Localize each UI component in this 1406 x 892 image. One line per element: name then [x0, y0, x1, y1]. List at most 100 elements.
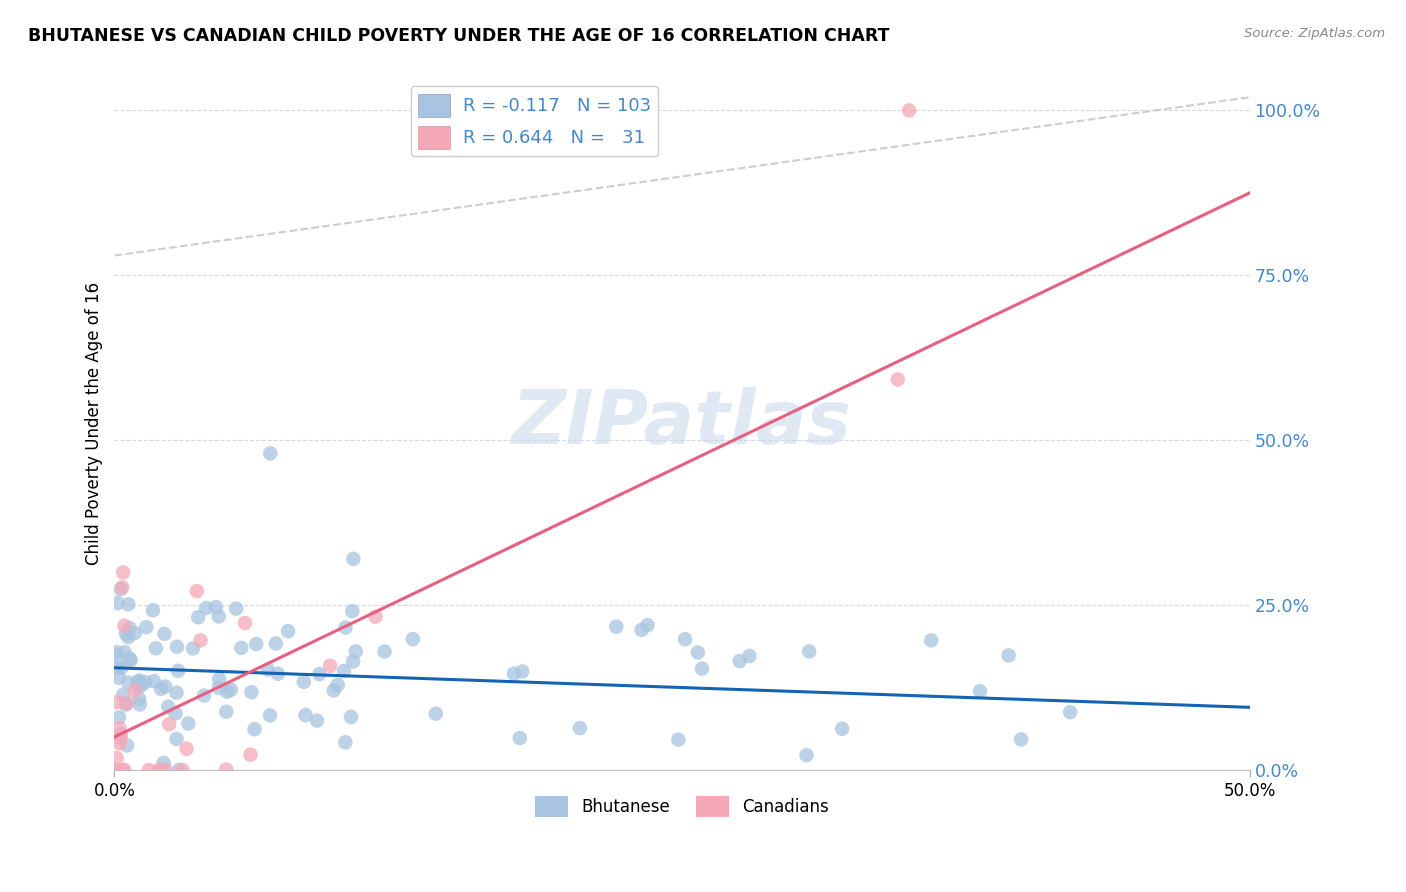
Point — [145, 641, 167, 656]
Point — [231, 640, 253, 655]
Point — [219, 682, 242, 697]
Point — [225, 601, 247, 615]
Point — [108, 721, 131, 735]
Point — [673, 632, 696, 647]
Point — [152, 756, 174, 770]
Point — [118, 651, 141, 665]
Point — [128, 698, 150, 712]
Point — [186, 584, 208, 599]
Point — [344, 644, 367, 658]
Point — [112, 688, 135, 702]
Point — [105, 763, 128, 777]
Point — [373, 644, 395, 658]
Point — [149, 681, 172, 696]
Point — [256, 663, 278, 677]
Point — [157, 717, 180, 731]
Point — [920, 633, 942, 648]
Point — [138, 763, 160, 777]
Point — [112, 763, 135, 777]
Point — [111, 763, 134, 777]
Point — [797, 644, 820, 658]
Point — [142, 603, 165, 617]
Point — [969, 684, 991, 698]
Point — [510, 665, 533, 679]
Y-axis label: Child Poverty Under the Age of 16: Child Poverty Under the Age of 16 — [86, 282, 103, 566]
Point — [142, 674, 165, 689]
Point — [110, 731, 132, 745]
Point — [128, 673, 150, 688]
Point — [124, 683, 146, 698]
Point — [149, 763, 172, 777]
Point — [666, 732, 689, 747]
Point — [166, 731, 188, 746]
Point — [172, 763, 194, 777]
Point — [630, 623, 652, 637]
Point — [135, 620, 157, 634]
Point — [177, 716, 200, 731]
Point — [167, 763, 190, 777]
Point — [108, 710, 131, 724]
Legend: Bhutanese, Canadians: Bhutanese, Canadians — [529, 789, 835, 824]
Point — [112, 566, 135, 580]
Point — [215, 684, 238, 698]
Text: BHUTANESE VS CANADIAN CHILD POVERTY UNDER THE AGE OF 16 CORRELATION CHART: BHUTANESE VS CANADIAN CHILD POVERTY UNDE… — [28, 27, 890, 45]
Point — [319, 658, 342, 673]
Point — [259, 446, 281, 460]
Point — [148, 763, 170, 777]
Point — [215, 705, 238, 719]
Point — [117, 598, 139, 612]
Point — [997, 648, 1019, 663]
Point — [208, 672, 231, 686]
Point — [605, 620, 627, 634]
Point — [738, 648, 761, 663]
Point — [107, 671, 129, 685]
Point — [166, 640, 188, 654]
Point — [240, 685, 263, 699]
Point — [153, 627, 176, 641]
Point — [364, 609, 387, 624]
Point — [193, 689, 215, 703]
Point — [195, 601, 218, 615]
Point — [111, 580, 134, 594]
Point — [239, 747, 262, 762]
Point — [277, 624, 299, 639]
Point — [208, 609, 231, 624]
Point — [107, 596, 129, 610]
Point — [205, 600, 228, 615]
Point — [128, 692, 150, 706]
Point — [243, 722, 266, 736]
Point — [187, 610, 209, 624]
Point — [342, 552, 364, 566]
Point — [117, 675, 139, 690]
Point — [335, 621, 357, 635]
Point — [686, 646, 709, 660]
Point — [208, 681, 231, 695]
Point — [157, 699, 180, 714]
Point — [342, 655, 364, 669]
Point — [110, 727, 132, 741]
Point — [117, 630, 139, 644]
Point — [110, 582, 132, 597]
Point — [105, 695, 128, 709]
Point — [322, 683, 344, 698]
Point — [1059, 705, 1081, 719]
Point — [259, 708, 281, 723]
Point — [326, 678, 349, 692]
Point — [690, 662, 713, 676]
Point — [129, 679, 152, 693]
Point — [127, 680, 149, 694]
Point — [333, 664, 356, 678]
Point — [568, 721, 591, 735]
Point — [342, 604, 364, 618]
Point — [167, 664, 190, 678]
Point — [887, 372, 910, 386]
Point — [305, 714, 328, 728]
Point — [107, 660, 129, 674]
Point — [105, 751, 128, 765]
Point — [292, 674, 315, 689]
Point — [636, 618, 658, 632]
Point — [153, 680, 176, 694]
Text: Source: ZipAtlas.com: Source: ZipAtlas.com — [1244, 27, 1385, 40]
Point — [155, 763, 177, 777]
Point — [728, 654, 751, 668]
